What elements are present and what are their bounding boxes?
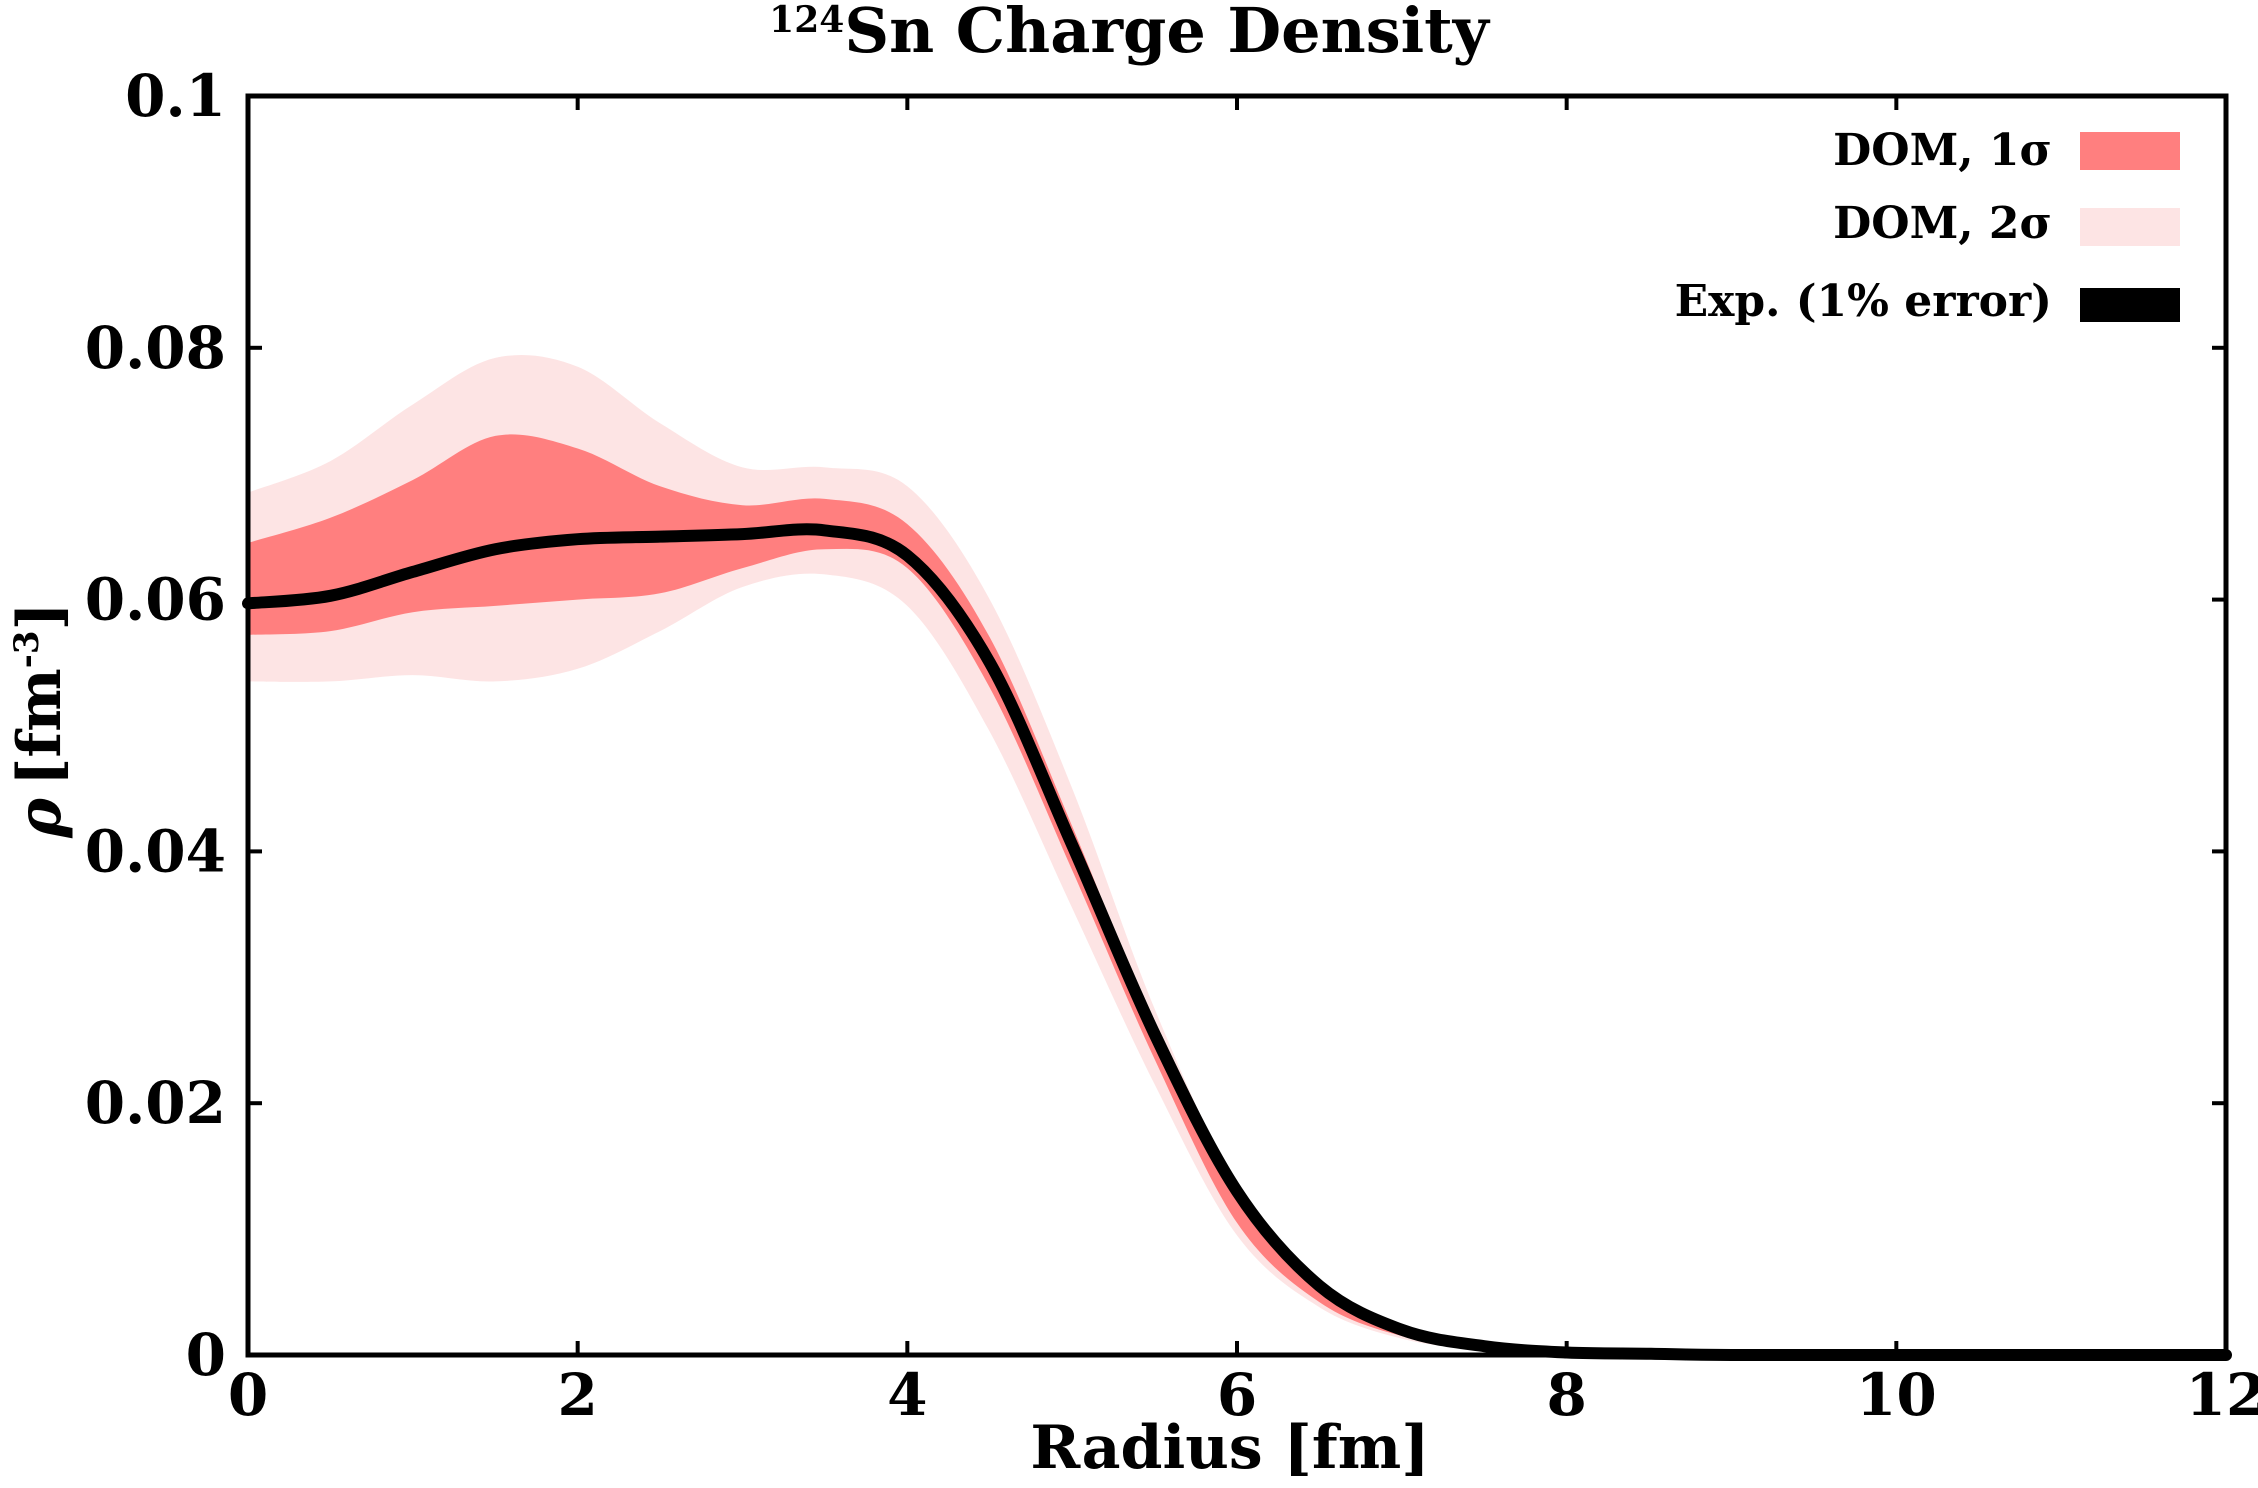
x-axis: 0 2 4 6 8 10 12 xyxy=(228,96,2258,1429)
y-tick-label: 0.02 xyxy=(85,1069,226,1137)
y-tick-label: 0.08 xyxy=(85,314,226,382)
chart-title: 124Sn Charge Density xyxy=(769,0,1491,67)
x-tick-label: 10 xyxy=(1856,1361,1937,1429)
band-2sigma xyxy=(248,354,2226,1356)
x-tick-label: 2 xyxy=(557,1361,597,1429)
y-axis-symbol: ρ xyxy=(5,797,75,839)
x-tick-label: 0 xyxy=(228,1361,268,1429)
y-tick-label: 0 xyxy=(186,1321,226,1389)
y-tick-label: 0.04 xyxy=(85,817,226,885)
y-axis-unit-sup: -3 xyxy=(7,631,47,669)
title-main: Sn Charge Density xyxy=(844,0,1490,67)
legend-label-2sigma: DOM, 2σ xyxy=(1833,198,2052,249)
y-axis-unit-close: ] xyxy=(5,602,75,630)
legend-label-1sigma: DOM, 1σ xyxy=(1833,125,2052,176)
y-axis: 0 0.02 0.04 0.06 0.08 0.1 xyxy=(85,62,2226,1389)
plot-bands xyxy=(248,354,2226,1356)
x-tick-label: 4 xyxy=(887,1361,927,1429)
exp-curve-tail xyxy=(1153,1033,2226,1357)
x-tick-label: 6 xyxy=(1217,1361,1257,1429)
legend-swatch-exp xyxy=(2080,288,2180,322)
legend-label-exp: Exp. (1% error) xyxy=(1675,276,2052,327)
y-axis-unit: [fm xyxy=(5,668,75,786)
y-tick-label: 0.1 xyxy=(125,62,226,130)
legend: DOM, 1σ DOM, 2σ Exp. (1% error) xyxy=(1675,125,2180,327)
x-tick-label: 12 xyxy=(2186,1361,2258,1429)
band-1sigma xyxy=(248,434,2226,1356)
legend-swatch-2sigma xyxy=(2080,208,2180,246)
x-axis-title: Radius [fm] xyxy=(1030,1413,1429,1483)
x-tick-label: 8 xyxy=(1546,1361,1586,1429)
y-axis-title: ρ [fm-3] xyxy=(5,602,75,839)
title-superscript: 124 xyxy=(769,0,844,41)
legend-swatch-1sigma xyxy=(2080,132,2180,170)
y-tick-label: 0.06 xyxy=(85,566,226,634)
